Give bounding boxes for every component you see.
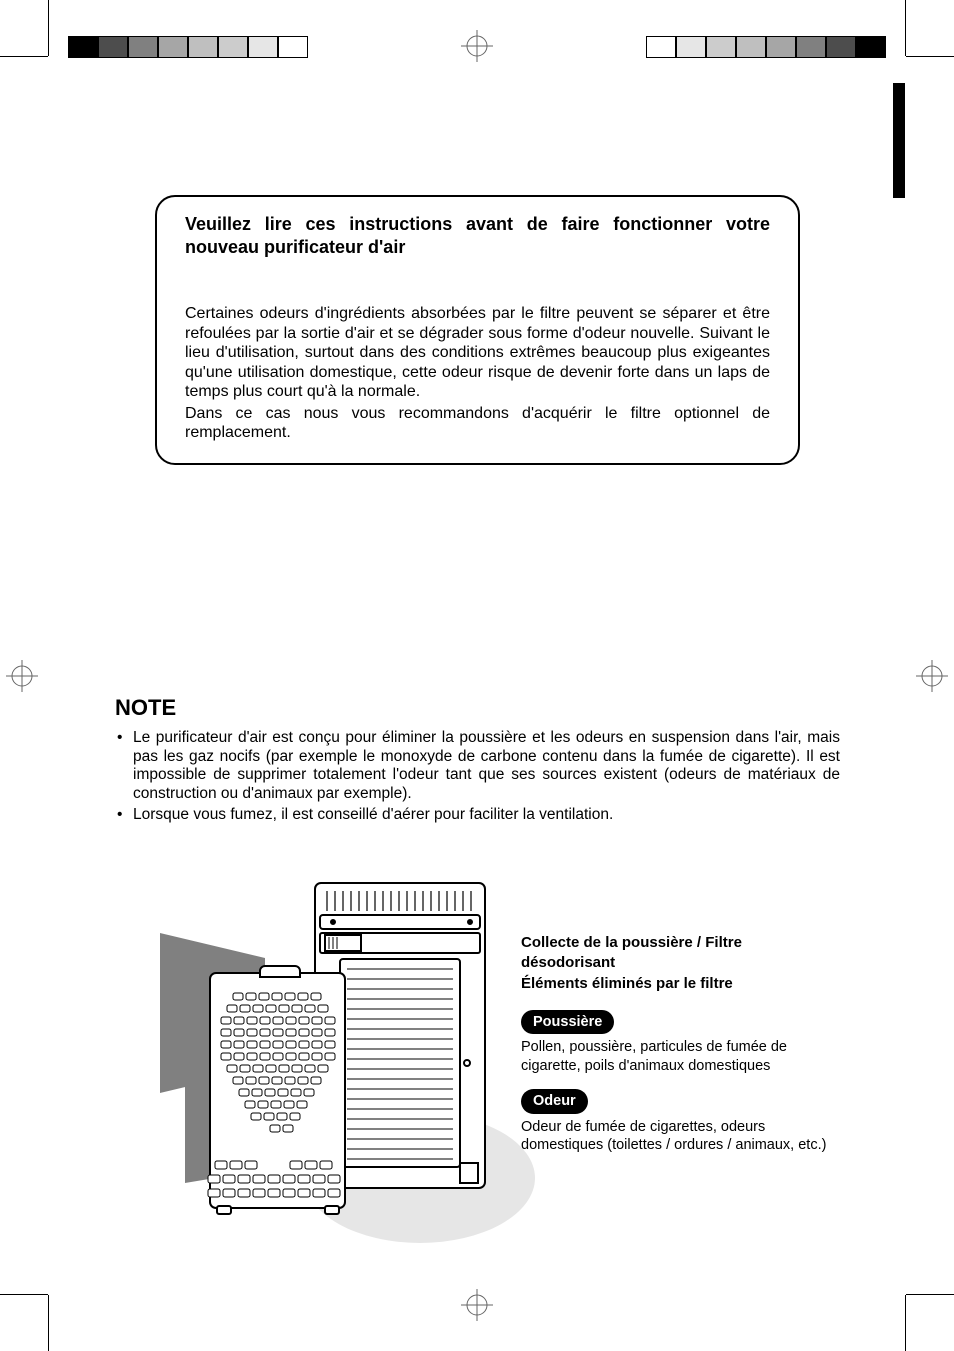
crop-mark bbox=[48, 1295, 49, 1351]
caption-elements-title: Éléments éliminés par le filtre bbox=[521, 974, 831, 994]
air-purifier-figure bbox=[115, 863, 495, 1223]
color-calibration-bar bbox=[646, 36, 886, 58]
note-heading: NOTE bbox=[115, 695, 840, 721]
registration-mark-icon bbox=[461, 1289, 493, 1321]
note-item-2: Lorsque vous fumez, il est conseillé d'a… bbox=[115, 806, 840, 825]
page-edge-tab bbox=[893, 83, 905, 198]
crop-mark bbox=[48, 0, 49, 56]
figure-row: Collecte de la poussière / Filtre désodo… bbox=[115, 863, 840, 1223]
note-item-1: Le purificateur d'air est conçu pour éli… bbox=[115, 729, 840, 805]
crop-mark bbox=[905, 0, 906, 56]
registration-mark-icon bbox=[6, 660, 38, 692]
notice-body: Certaines odeurs d'ingrédients absorbées… bbox=[185, 304, 770, 443]
page-content: Veuillez lire ces instructions avant de … bbox=[115, 195, 840, 1223]
crop-mark bbox=[0, 1294, 48, 1295]
registration-mark-icon bbox=[916, 660, 948, 692]
note-section: NOTE Le purificateur d'air est conçu pou… bbox=[115, 695, 840, 826]
color-calibration-bar bbox=[68, 36, 308, 58]
crop-mark bbox=[906, 56, 954, 57]
notice-para-2: Dans ce cas nous vous recommandons d'acq… bbox=[185, 404, 770, 443]
notice-para-1: Certaines odeurs d'ingrédients absorbées… bbox=[185, 304, 770, 402]
air-purifier-body bbox=[208, 883, 485, 1214]
dust-pill-label: Poussière bbox=[521, 1010, 614, 1035]
odor-pill-label: Odeur bbox=[521, 1089, 588, 1114]
note-list: Le purificateur d'air est conçu pour éli… bbox=[115, 729, 840, 826]
crop-mark bbox=[906, 1294, 954, 1295]
dust-description: Pollen, poussière, particules de fumée d… bbox=[521, 1038, 831, 1074]
caption-filter-title: Collecte de la poussière / Filtre désodo… bbox=[521, 933, 831, 972]
figure-captions: Collecte de la poussière / Filtre désodo… bbox=[521, 933, 831, 1154]
crop-mark bbox=[0, 56, 48, 57]
crop-mark bbox=[905, 1295, 906, 1351]
registration-mark-icon bbox=[461, 30, 493, 62]
odor-description: Odeur de fumée de cigarettes, odeurs dom… bbox=[521, 1118, 831, 1154]
notice-title: Veuillez lire ces instructions avant de … bbox=[185, 213, 770, 258]
notice-box: Veuillez lire ces instructions avant de … bbox=[155, 195, 800, 465]
